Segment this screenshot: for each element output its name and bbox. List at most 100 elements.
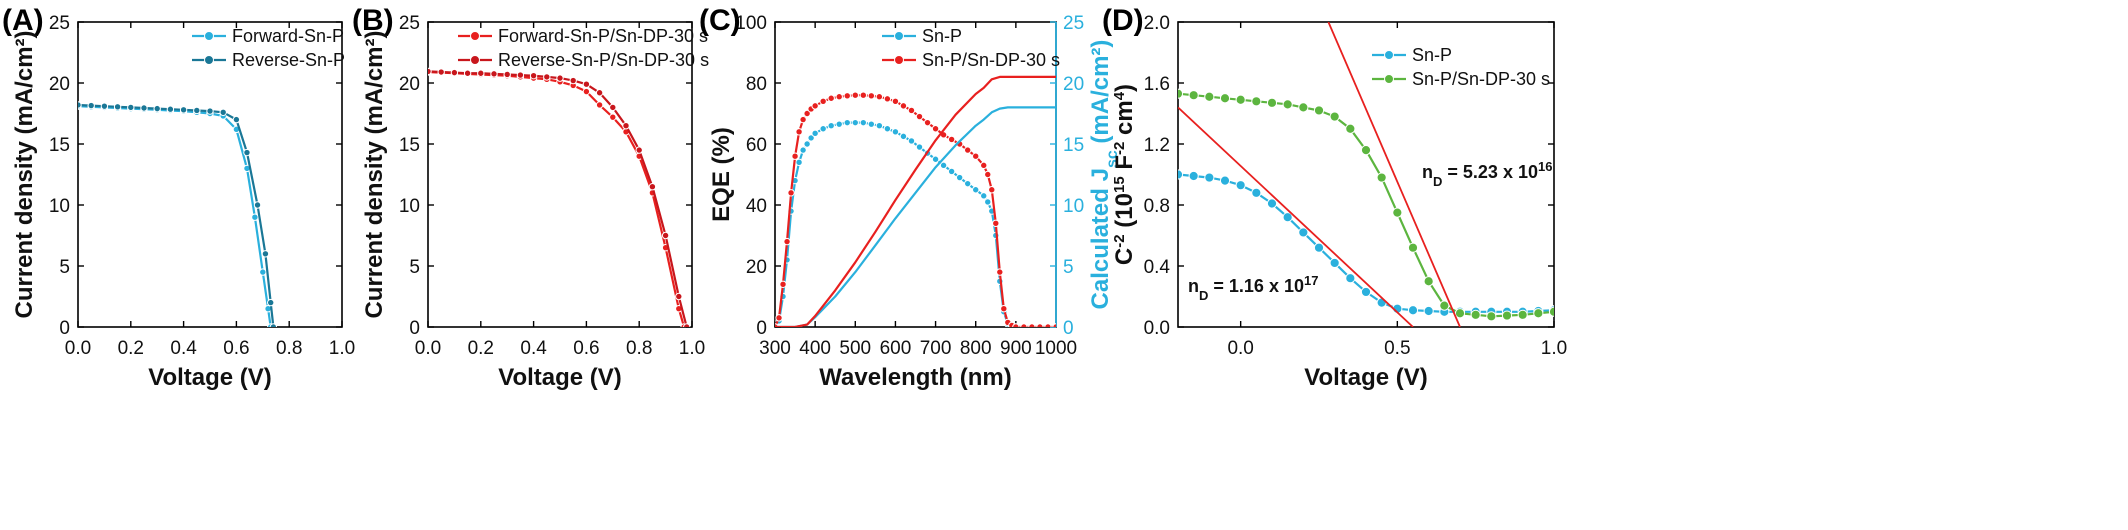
x-tick-label: 1000 [1035, 338, 1077, 359]
legend-entry: Reverse-Sn-P/Sn-DP-30 s [498, 50, 709, 70]
axes-frame [77, 21, 343, 328]
data-point [166, 105, 175, 113]
legend-swatch-marker [1384, 74, 1394, 84]
y-tick-label: 5 [409, 257, 420, 278]
plot-area [428, 67, 691, 327]
x-tick-label: 0.5 [1384, 338, 1410, 359]
data-point [100, 102, 109, 110]
data-point [477, 69, 485, 77]
y-tick-label: 20 [49, 74, 70, 95]
data-point [556, 74, 564, 82]
data-point [867, 92, 876, 100]
data-point [78, 101, 82, 109]
data-point [1251, 96, 1262, 107]
data-point [543, 73, 551, 81]
y-label-part: Current density (mA/cm²) [361, 30, 388, 318]
y-tick-label: 0 [59, 318, 70, 339]
data-point [1000, 305, 1008, 313]
y-label-part: C [1111, 248, 1138, 265]
panel-d: 0.0 0.5 1.0 0.0 0.4 0.8 1.2 1.6 2.0(D) Voltage (V… [1102, 4, 1567, 391]
data-point [193, 106, 201, 115]
y-label-sup: -2 [1111, 234, 1128, 247]
x-tick-label: 500 [839, 338, 871, 359]
x-tick-label: 0.4 [520, 338, 547, 359]
data-point [661, 231, 670, 240]
series-line [775, 94, 1056, 327]
data-point [1376, 297, 1387, 308]
data-point [1178, 88, 1184, 99]
data-point [803, 109, 811, 118]
data-point [835, 93, 843, 101]
y2-tick-label: 20 [1063, 74, 1084, 95]
data-point [843, 92, 851, 100]
data-point [232, 115, 241, 124]
data-point [1407, 305, 1419, 316]
data-point [490, 70, 498, 78]
data-point [819, 97, 827, 106]
annotation-sub: D [1199, 288, 1208, 303]
y-tick-label: 15 [399, 135, 420, 156]
data-point [243, 148, 251, 157]
data-point [1282, 99, 1293, 110]
y-tick-label: 0 [756, 318, 767, 339]
annotation-sub: D [1433, 174, 1442, 189]
data-point [984, 170, 992, 179]
y-label-part: EQE (%) [708, 127, 735, 222]
data-point [569, 76, 577, 85]
data-point [1266, 198, 1278, 209]
data-point [1345, 123, 1356, 134]
data-point [980, 161, 988, 170]
annotation-part: = 1.16 x 10 [1208, 276, 1304, 296]
data-point [775, 314, 783, 322]
data-point [1219, 175, 1231, 186]
data-point [1423, 276, 1434, 287]
data-point [1251, 187, 1262, 198]
x-tick-label: 0.2 [118, 338, 144, 359]
legend-entry: Forward-Sn-P [232, 26, 344, 46]
data-point [1235, 180, 1246, 191]
x-tick-label: 0.6 [573, 338, 599, 359]
data-point [206, 107, 214, 115]
data-point [127, 103, 135, 112]
y2-axis-label: Calculated Jsc (mA/cm²) [1087, 40, 1121, 310]
y-label-part: F [1111, 155, 1138, 176]
series-line [775, 75, 1056, 327]
data-point [791, 152, 799, 160]
x-tick-label: 800 [960, 338, 992, 359]
data-point [1188, 170, 1199, 182]
legend-swatch-marker [894, 31, 904, 41]
data-point [819, 125, 827, 133]
data-point [907, 137, 916, 145]
data-point [648, 183, 657, 191]
data-point [251, 213, 259, 221]
data-point [1376, 172, 1387, 183]
data-point [1313, 105, 1325, 116]
data-point [1360, 145, 1372, 156]
x-tick-label: 0.2 [468, 338, 494, 359]
data-point [947, 135, 956, 144]
nd-annotation: nD = 5.23 x 1016 [1422, 159, 1552, 189]
y-axis-label: Current density (mA/cm²) [361, 30, 388, 318]
x-axis-label: Voltage (V) [498, 364, 622, 391]
y2-tick-label: 0 [1063, 318, 1074, 339]
data-point [1360, 286, 1372, 298]
data-point [1028, 323, 1036, 327]
data-point [267, 298, 275, 307]
data-point [931, 125, 940, 133]
data-point [988, 186, 996, 194]
data-point [261, 250, 270, 258]
data-point [915, 143, 924, 151]
data-point [1044, 323, 1052, 327]
data-point [1219, 93, 1231, 104]
legend-entry: Sn-P/Sn-DP-30 s [922, 50, 1060, 70]
legend-entry: Forward-Sn-P/Sn-DP-30 s [498, 26, 708, 46]
panel-label: (B) [352, 4, 394, 37]
fit-line [1327, 22, 1461, 327]
y-tick-label: 1.2 [1144, 135, 1170, 156]
data-point [915, 112, 924, 121]
y-label-sup: 15 [1111, 176, 1128, 193]
data-point [582, 87, 591, 96]
y-tick-label: 25 [49, 13, 70, 34]
data-point [996, 268, 1004, 276]
data-point [450, 68, 459, 77]
